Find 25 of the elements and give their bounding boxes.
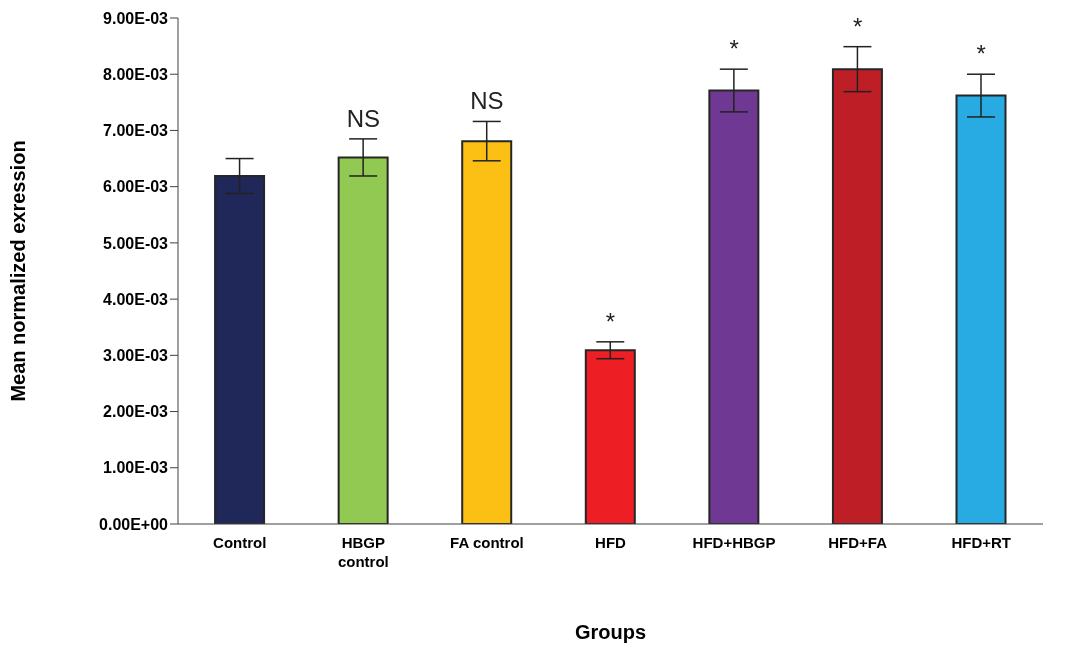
x-tick-label: FA control	[450, 534, 524, 551]
y-tick-label: 8.00E-03	[103, 65, 169, 83]
x-tick-label: HFD	[595, 534, 627, 551]
annotation: NS	[470, 87, 504, 115]
annotation: *	[729, 35, 739, 63]
y-axis-title: Mean normalized exression	[7, 140, 30, 402]
y-tick-label: 7.00E-03	[103, 122, 169, 140]
y-tick-label: 2.00E-03	[103, 403, 169, 421]
x-axis-title: Groups	[574, 621, 647, 643]
y-tick-label: 9.00E-03	[103, 9, 169, 27]
x-tick-label: HFD+HBGP	[692, 534, 776, 551]
annotation: *	[852, 12, 863, 40]
y-tick-label: 6.00E-03	[103, 178, 169, 196]
y-tick-label: 0.00E+00	[99, 515, 169, 533]
x-tick-label: Control	[213, 534, 267, 551]
y-tick-label: 3.00E-03	[103, 347, 169, 365]
x-tick-label: HFD+FA	[828, 534, 888, 551]
y-tick-label: 4.00E-03	[103, 290, 169, 308]
x-tick-label: HBGP control	[337, 534, 389, 570]
annotation: *	[976, 40, 986, 68]
y-tick-label: 1.00E-03	[103, 459, 169, 477]
y-tick-label: 5.00E-03	[103, 234, 169, 252]
x-tick-label: HFD+RT	[951, 534, 1012, 551]
annotation: NS	[346, 104, 381, 132]
annotation: *	[605, 307, 616, 335]
